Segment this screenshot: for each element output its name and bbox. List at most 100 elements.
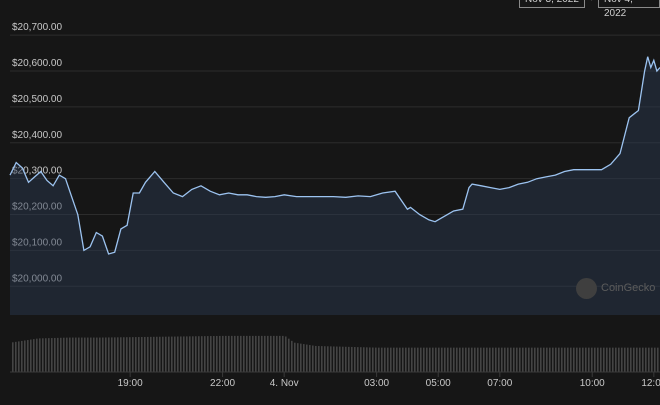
volume-bar	[351, 346, 353, 372]
volume-bar	[138, 337, 140, 372]
volume-bar	[330, 346, 332, 372]
volume-bar	[618, 347, 620, 372]
volume-bar	[78, 337, 80, 372]
volume-bar	[261, 335, 263, 372]
x-axis: 19:00 22:00 4. Nov 03:00 05:00 07:00 10:00 12:0…	[118, 372, 660, 389]
volume-bar	[498, 347, 500, 372]
volume-bar	[393, 347, 395, 372]
y-tick-label: $20,700.00	[12, 22, 62, 33]
volume-bar	[465, 347, 467, 372]
volume-bar	[165, 336, 167, 372]
volume-bar	[369, 347, 371, 372]
volume-bar	[18, 341, 20, 372]
volume-bar	[645, 347, 647, 372]
volume-bar	[60, 337, 62, 372]
y-axis: $20,000.00 $20,100.00 $20,200.00 $20,300.00…	[12, 22, 62, 284]
volume-bar	[570, 347, 572, 372]
volume-bar	[504, 347, 506, 372]
volume-bar	[579, 347, 581, 372]
volume-bar	[267, 335, 269, 372]
volume-bar	[132, 337, 134, 372]
volume-bar	[252, 335, 254, 372]
x-tick-label: 19:00	[118, 378, 143, 389]
volume-bar	[609, 347, 611, 372]
coingecko-logo-icon	[576, 277, 597, 299]
volume-bar	[453, 347, 455, 372]
volume-bar	[189, 336, 191, 372]
volume-bar	[531, 347, 533, 372]
volume-bar	[30, 339, 32, 372]
volume-bar	[258, 335, 260, 372]
volume-bar	[642, 347, 644, 372]
volume-bar	[123, 337, 125, 372]
volume-bar	[366, 347, 368, 372]
volume-bar	[591, 347, 593, 372]
volume-bar	[546, 347, 548, 372]
volume-bar	[72, 337, 74, 372]
volume-bar	[237, 335, 239, 372]
volume-bar	[39, 338, 41, 372]
volume-bar	[135, 337, 137, 372]
volume-bar	[597, 347, 599, 372]
price-line[interactable]	[9, 56, 660, 255]
volume-bar	[408, 347, 410, 372]
volume-bar	[315, 345, 317, 372]
volume-bar	[294, 342, 296, 372]
volume-bar	[516, 347, 518, 372]
volume-bar	[174, 336, 176, 372]
volume-bar	[318, 346, 320, 372]
volume-bar	[360, 347, 362, 372]
volume-bar	[156, 336, 158, 372]
volume-bar	[192, 336, 194, 372]
volume-bar	[489, 347, 491, 372]
x-tick-label: 22:00	[210, 378, 235, 389]
volume-bar	[417, 347, 419, 372]
date-range-separator: →	[585, 0, 595, 6]
volume-bar	[105, 337, 107, 372]
volume-bar	[183, 336, 185, 372]
volume-bar	[87, 337, 89, 372]
volume-bar	[303, 344, 305, 372]
volume-bar	[66, 337, 68, 372]
volume-bar	[639, 347, 641, 372]
x-tick-label: 03:00	[364, 378, 389, 389]
volume-bar	[162, 336, 164, 372]
date-range-to[interactable]: Nov 4, 2022	[598, 0, 660, 19]
volume-bars	[12, 335, 659, 372]
volume-bar	[603, 347, 605, 372]
volume-bar	[243, 335, 245, 372]
volume-bar	[387, 347, 389, 372]
volume-bar	[381, 347, 383, 372]
volume-bar	[528, 347, 530, 372]
volume-bar	[264, 335, 266, 372]
watermark-text: CoinGecko	[601, 282, 656, 294]
volume-bar	[345, 346, 347, 372]
y-tick-label: $20,100.00	[12, 237, 62, 248]
date-range-from[interactable]: Nov 3, 2022	[519, 0, 585, 8]
volume-bar	[126, 337, 128, 372]
volume-bar	[246, 335, 248, 372]
volume-bar	[540, 347, 542, 372]
volume-bar	[627, 347, 629, 372]
volume-bar	[15, 341, 17, 372]
volume-bar	[507, 347, 509, 372]
volume-bar	[423, 347, 425, 372]
volume-bar	[621, 347, 623, 372]
volume-bar	[390, 347, 392, 372]
volume-bar	[99, 337, 101, 372]
volume-bar	[12, 342, 14, 372]
coingecko-watermark: CoinGecko	[576, 277, 655, 299]
volume-bar	[333, 346, 335, 372]
volume-bar	[414, 347, 416, 372]
grid-lines	[10, 34, 660, 287]
volume-bar	[654, 347, 656, 372]
volume-bar	[249, 335, 251, 372]
volume-bar	[357, 347, 359, 372]
volume-bar	[63, 337, 65, 372]
volume-bar	[270, 335, 272, 372]
volume-bar	[492, 347, 494, 372]
volume-bar	[555, 347, 557, 372]
volume-bar	[552, 347, 554, 372]
y-tick-label: $20,500.00	[12, 94, 62, 105]
volume-bar	[117, 337, 119, 372]
